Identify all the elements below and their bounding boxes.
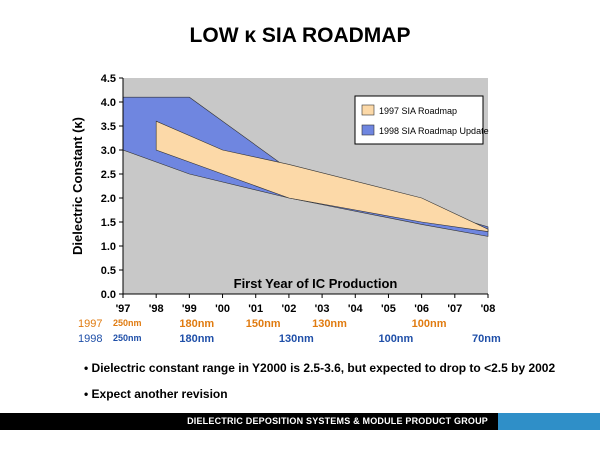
- x-tick-label: '04: [348, 303, 364, 315]
- footer-text: DIELECTRIC DEPOSITION SYSTEMS & MODULE P…: [187, 416, 488, 426]
- legend-entry: 1997 SIA Roadmap: [379, 106, 457, 116]
- legend-swatch: [361, 124, 375, 136]
- roadmap-chart: 0.0 0.5 1.0 1.5 2.0 2.5 3.0 3.5 4.0 4.5 '97 '98 '99 '…: [70, 73, 495, 315]
- y-tick-label: 3.5: [101, 121, 116, 133]
- x-tick-label: '98: [149, 303, 164, 315]
- x-tick-label: '99: [182, 303, 197, 315]
- bullet-item: • Expect another revision: [84, 387, 228, 401]
- y-tick-label: 2.5: [101, 169, 116, 181]
- slide-title: LOW κ SIA ROADMAP: [189, 24, 411, 47]
- footer-bar: DIELECTRIC DEPOSITION SYSTEMS & MODULE P…: [0, 413, 600, 430]
- x-tick-label: '02: [281, 303, 296, 315]
- y-tick-label: 0.0: [101, 289, 116, 301]
- x-tick-label: '00: [215, 303, 230, 315]
- x-axis-label: First Year of IC Production: [234, 276, 398, 291]
- chart-axes: 0.0 0.5 1.0 1.5 2.0 2.5 3.0 3.5 4.0 4.5 '97 '98 '99 '…: [70, 73, 495, 315]
- node-label: 100nm: [411, 318, 447, 330]
- node-row-year: 1997: [78, 318, 103, 330]
- y-tick-label: 3.0: [101, 145, 116, 157]
- node-label: 250nm: [113, 333, 142, 343]
- node-label: 70nm: [472, 333, 501, 345]
- node-label: 150nm: [245, 318, 281, 330]
- node-label: 130nm: [312, 318, 347, 330]
- bullet-item: • Dielectric constant range in Y2000 is …: [84, 361, 556, 375]
- y-tick-label: 1.0: [101, 241, 116, 253]
- node-label: 250nm: [113, 318, 142, 328]
- legend-box: [354, 95, 484, 145]
- node-label: 180nm: [179, 318, 215, 330]
- x-tick-label: '07: [447, 303, 462, 315]
- bullet-list: • Dielectric constant range in Y2000 is …: [84, 361, 555, 413]
- node-label: 180nm: [179, 333, 215, 345]
- node-row-year: 1998: [78, 333, 103, 345]
- chart-legend: 1997 SIA Roadmap 1998 SIA Roadmap Update: [354, 95, 489, 145]
- y-tick-label: 4.5: [101, 73, 116, 85]
- x-tick-label: '08: [481, 303, 496, 315]
- node-label: 100nm: [378, 333, 414, 345]
- y-tick-label: 1.5: [101, 217, 116, 229]
- area-1997-roadmap: [155, 120, 489, 232]
- node-label: 130nm: [278, 333, 314, 345]
- y-tick-label: 4.0: [101, 97, 116, 109]
- x-tick-label: '97: [116, 303, 131, 315]
- x-tick-label: '06: [414, 303, 429, 315]
- x-tick-label: '01: [248, 303, 263, 315]
- legend-entry: 1998 SIA Roadmap Update: [379, 126, 489, 136]
- x-tick-label: '05: [381, 303, 396, 315]
- y-tick-label: 2.0: [101, 193, 116, 205]
- y-tick-label: 0.5: [101, 265, 116, 277]
- x-tick-label: '03: [315, 303, 330, 315]
- legend-swatch: [361, 104, 375, 116]
- y-axis-label: Dielectric Constant (κ): [70, 117, 85, 255]
- footer-accent: [498, 413, 600, 430]
